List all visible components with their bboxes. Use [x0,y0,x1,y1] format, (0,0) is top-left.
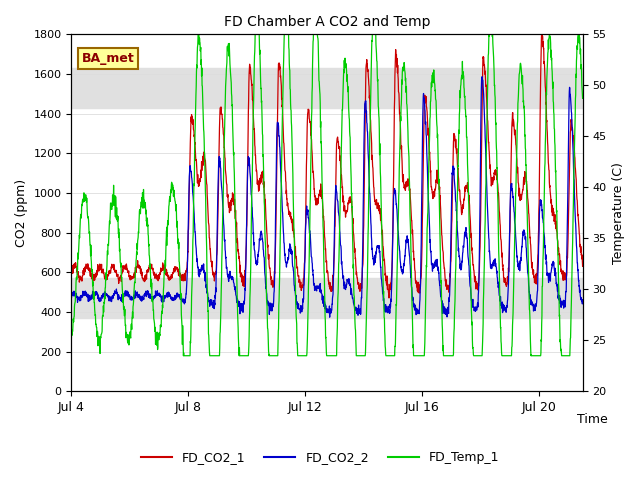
Y-axis label: CO2 (ppm): CO2 (ppm) [15,179,28,247]
Bar [72,68,582,108]
Title: FD Chamber A CO2 and Temp: FD Chamber A CO2 and Temp [224,15,430,29]
Legend: FD_CO2_1, FD_CO2_2, FD_Temp_1: FD_CO2_1, FD_CO2_2, FD_Temp_1 [136,446,504,469]
Bar [72,278,582,318]
Text: BA_met: BA_met [82,52,134,65]
Y-axis label: Temperature (C): Temperature (C) [612,162,625,264]
X-axis label: Time: Time [577,413,608,426]
